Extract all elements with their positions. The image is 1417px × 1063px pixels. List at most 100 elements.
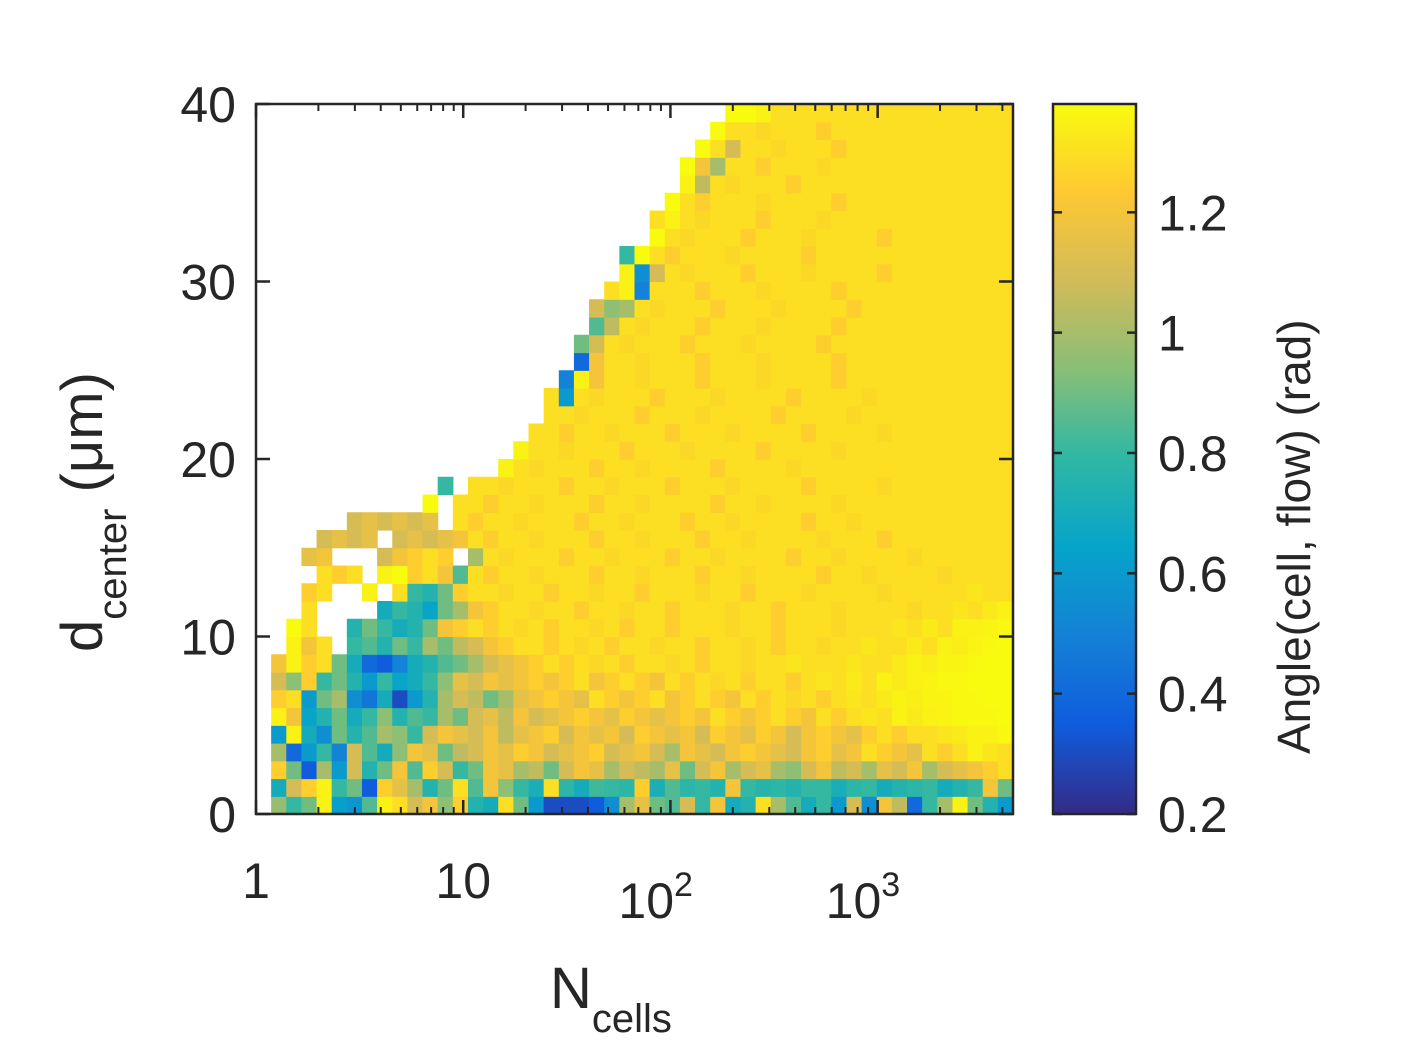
- heatmap-cell: [377, 565, 393, 584]
- heatmap-cell: [816, 796, 832, 814]
- heatmap-cell: [483, 636, 499, 655]
- heatmap-cell: [695, 175, 711, 194]
- heatmap-cell: [907, 139, 923, 158]
- heatmap-cell: [891, 494, 908, 513]
- heatmap-cell: [922, 672, 938, 691]
- heatmap-cell: [967, 601, 984, 620]
- heatmap-cell: [922, 175, 938, 194]
- heatmap-cell: [755, 370, 772, 389]
- heatmap-cell: [982, 601, 999, 620]
- heatmap-cell: [785, 317, 802, 336]
- y-tick-label: 40: [180, 77, 236, 133]
- heatmap-cell: [967, 334, 984, 354]
- heatmap-cell: [649, 352, 666, 371]
- heatmap-cell: [907, 352, 923, 371]
- heatmap-cell: [422, 672, 439, 691]
- heatmap-cell: [437, 583, 454, 602]
- heatmap-cell: [483, 565, 499, 584]
- x-tick-label: 10: [435, 853, 491, 909]
- heatmap-cell: [876, 760, 893, 780]
- heatmap-cell: [770, 139, 787, 158]
- heatmap-cell: [710, 139, 726, 158]
- heatmap-cell: [952, 121, 969, 141]
- heatmap-cell: [467, 547, 484, 567]
- heatmap-cell: [573, 654, 590, 673]
- heatmap-cell: [937, 689, 954, 709]
- heatmap-cell: [801, 547, 817, 567]
- heatmap-cell: [861, 778, 878, 797]
- heatmap-cell: [377, 778, 393, 797]
- heatmap-cell: [604, 672, 620, 691]
- heatmap-cell: [982, 583, 999, 602]
- heatmap-cell: [407, 601, 424, 620]
- heatmap-cell: [755, 299, 772, 318]
- heatmap-cell: [740, 796, 757, 814]
- heatmap-cell: [801, 636, 817, 655]
- heatmap-cell: [997, 476, 1013, 496]
- heatmap-cell: [483, 512, 499, 531]
- heatmap-cell: [967, 689, 984, 709]
- heatmap-cell: [861, 672, 878, 691]
- heatmap-cell: [649, 423, 666, 442]
- heatmap-cell: [679, 689, 696, 709]
- heatmap-cell: [589, 636, 605, 655]
- heatmap-cell: [604, 583, 620, 602]
- heatmap-cell: [558, 512, 575, 531]
- heatmap-cell: [695, 494, 711, 513]
- heatmap-cell: [846, 388, 863, 407]
- heatmap-cell: [589, 494, 605, 513]
- heatmap-cell: [513, 565, 530, 584]
- heatmap-cell: [952, 476, 969, 496]
- heatmap-cell: [831, 583, 848, 602]
- heatmap-cell: [922, 423, 938, 442]
- heatmap-cell: [801, 512, 817, 531]
- heatmap-cell: [816, 725, 832, 744]
- heatmap-cell: [922, 618, 938, 638]
- heatmap-cell: [528, 689, 545, 709]
- heatmap-cell: [816, 139, 832, 158]
- heatmap-cell: [331, 743, 348, 762]
- heatmap-cell: [846, 636, 863, 655]
- heatmap-cell: [755, 778, 772, 797]
- heatmap-cell: [679, 743, 696, 762]
- heatmap-cell: [907, 636, 923, 655]
- heatmap-cell: [619, 689, 636, 709]
- heatmap-cell: [664, 210, 681, 229]
- heatmap-cell: [392, 725, 408, 744]
- heatmap-cell: [619, 388, 636, 407]
- heatmap-cell: [922, 370, 938, 389]
- heatmap-cell: [679, 672, 696, 691]
- heatmap-cell: [937, 618, 954, 638]
- heatmap-cell: [513, 530, 530, 549]
- heatmap-cell: [679, 192, 696, 212]
- heatmap-cell: [361, 707, 378, 726]
- heatmap-cell: [573, 370, 590, 389]
- heatmap-cell: [755, 476, 772, 496]
- x-tick-label: 103: [826, 866, 901, 929]
- heatmap-cell: [634, 743, 651, 762]
- heatmap-cell: [831, 228, 848, 247]
- heatmap-cell: [770, 512, 787, 531]
- heatmap-cell: [952, 246, 969, 265]
- heatmap-cell: [452, 618, 469, 638]
- heatmap-cell: [467, 707, 484, 726]
- heatmap-cell: [695, 796, 711, 814]
- heatmap-cell: [937, 476, 954, 496]
- heatmap-cell: [331, 672, 348, 691]
- heatmap-cell: [619, 405, 636, 425]
- heatmap-cell: [513, 778, 530, 797]
- heatmap-cell: [407, 530, 424, 549]
- heatmap-cell: [831, 796, 848, 814]
- heatmap-cell: [634, 672, 651, 691]
- heatmap-cell: [755, 583, 772, 602]
- heatmap-cell: [634, 317, 651, 336]
- heatmap-cell: [967, 618, 984, 638]
- heatmap-cell: [770, 494, 787, 513]
- heatmap-cell: [316, 636, 333, 655]
- heatmap-cell: [467, 796, 484, 814]
- heatmap-cell: [997, 796, 1013, 814]
- heatmap-cell: [937, 760, 954, 780]
- heatmap-cell: [982, 281, 999, 300]
- heatmap-cell: [604, 441, 620, 460]
- heatmap-cell: [876, 121, 893, 141]
